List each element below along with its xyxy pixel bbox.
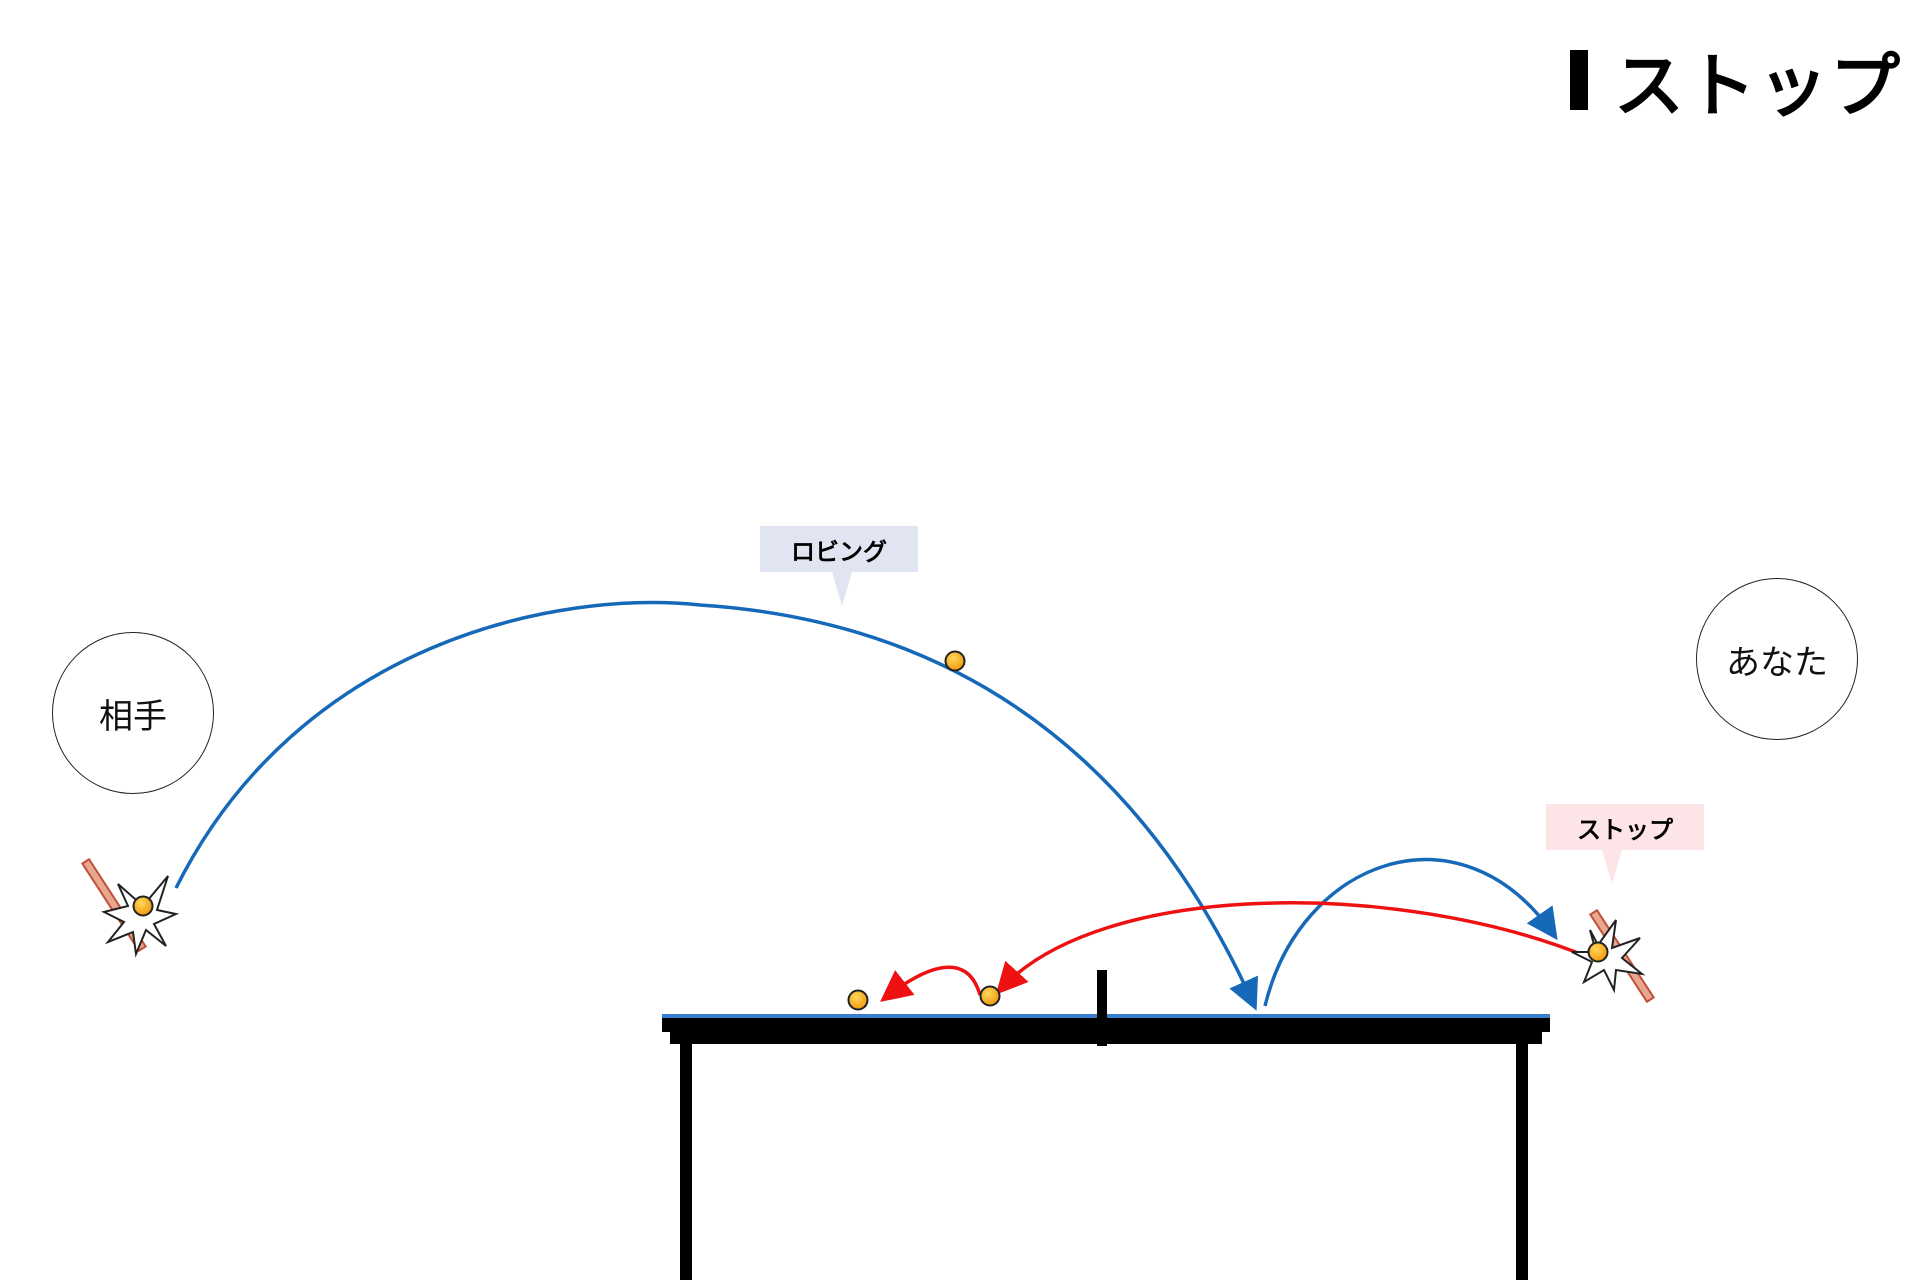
table-leg-left [680,1044,692,1280]
short-bounce-trajectory [880,965,982,1002]
table-leg-right [1516,1044,1528,1280]
lob-trajectory [174,600,1258,1011]
ball-mid-lob [944,650,966,672]
title-text: ストップ [1614,44,1902,127]
ball-second-bounce [847,989,869,1011]
stop-callout: ストップ [1546,804,1704,884]
stop-callout-tail [1602,850,1622,884]
lob-callout: ロビング [760,526,918,606]
opponent-circle: 相手 [52,632,214,794]
you-label: あなた [1726,642,1828,683]
ball-opponent-hit [132,895,154,917]
title-bar-mark [1570,50,1588,110]
ball-first-bounce [979,985,1001,1007]
you-circle: あなた [1696,578,1858,740]
lob-callout-tail [832,572,852,606]
ball-you-hit [1587,941,1609,963]
table-net [1097,970,1107,1046]
table [662,970,1550,1280]
lob-callout-label: ロビング [791,537,887,566]
bounce-trajectory [1263,857,1558,1007]
stop-callout-label: ストップ [1577,815,1673,844]
stop-trajectory [995,901,1589,995]
opponent-label: 相手 [99,696,167,737]
page-title: ストップ [1570,30,1902,130]
